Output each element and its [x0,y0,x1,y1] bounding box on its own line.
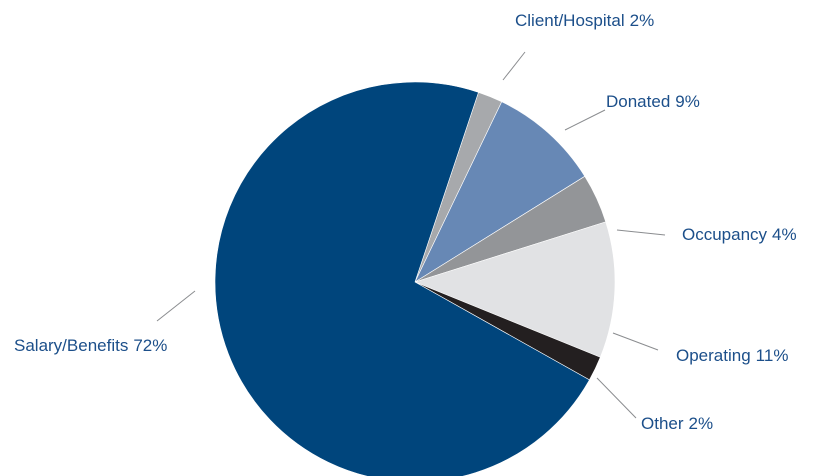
slice-value-label: 9% [675,92,700,111]
slice-label: Other 2% [641,414,713,433]
slice-category: Occupancy [682,225,768,244]
leader-line [596,377,637,419]
pie-slice [214,81,590,476]
slice-category: Client/Hospital [515,11,625,30]
slice-value-label: 72% [133,336,167,355]
slice-category: Other [641,414,684,433]
slice-category: Operating [676,346,751,365]
slice-label: Occupancy 4% [682,225,797,244]
slice-label: Donated 9% [606,92,700,111]
pie-slice [414,101,586,283]
slice-value-label: 2% [689,414,714,433]
pie-slice [414,221,616,358]
slice-label: Client/Hospital 2% [515,11,654,30]
leader-line [156,290,196,322]
slice-category: Salary/Benefits [14,336,128,355]
leader-line [612,332,659,351]
leader-line [502,51,526,81]
slice-category: Donated [606,92,670,111]
slice-value-label: 2% [630,11,655,30]
slice-label: Operating 11% [676,346,788,365]
slice-label: Salary/Benefits 72% [14,336,167,355]
slice-value-label: 11% [756,346,789,365]
leader-line [616,229,666,236]
leader-line [564,109,606,131]
slice-value-label: 4% [772,225,797,244]
